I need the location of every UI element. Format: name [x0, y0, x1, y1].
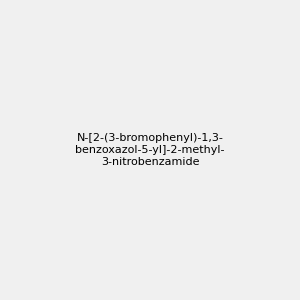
Text: N-[2-(3-bromophenyl)-1,3-
benzoxazol-5-yl]-2-methyl-
3-nitrobenzamide: N-[2-(3-bromophenyl)-1,3- benzoxazol-5-y…: [75, 134, 225, 166]
